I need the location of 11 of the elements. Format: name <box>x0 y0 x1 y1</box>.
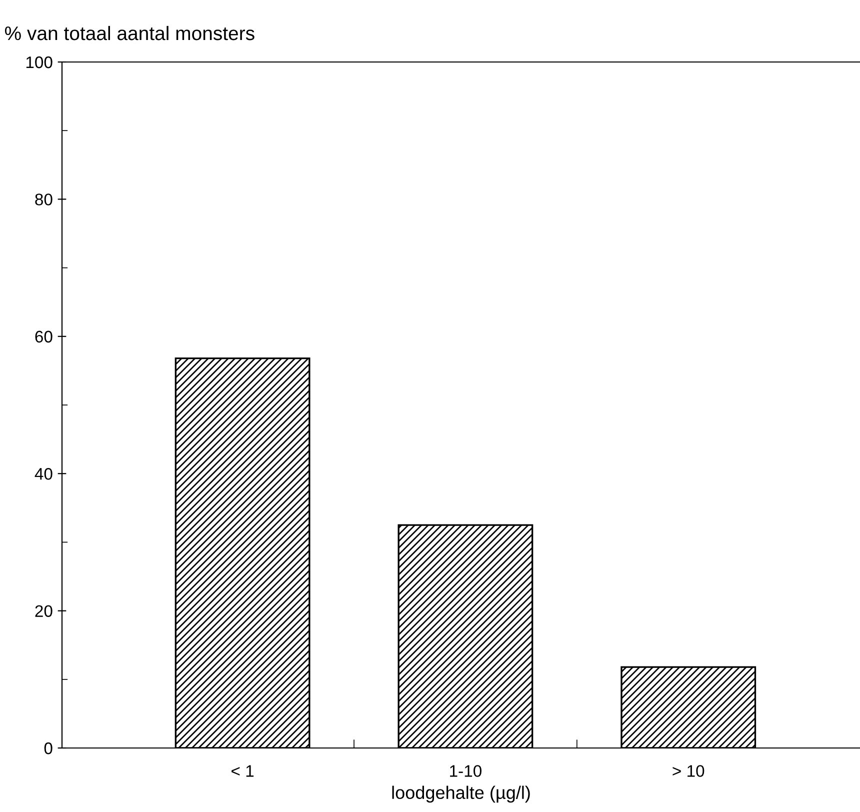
y-tick-label: 60 <box>35 330 52 343</box>
y-tick-label: 100 <box>26 56 52 68</box>
x-tick-label: 1-10 <box>450 765 482 777</box>
y-tick-label: 20 <box>35 605 52 618</box>
y-tick-label: 40 <box>34 468 52 480</box>
x-axis-title: loodgehalte (µg/l) <box>392 786 530 803</box>
x-tick-label: < 1 <box>232 765 254 777</box>
x-tick-label: > 10 <box>672 765 704 777</box>
y-tick-label: 80 <box>35 194 52 206</box>
y-axis-title: % van totaal aantal monsters <box>4 26 254 40</box>
y-tick-label: 0 <box>44 742 52 754</box>
